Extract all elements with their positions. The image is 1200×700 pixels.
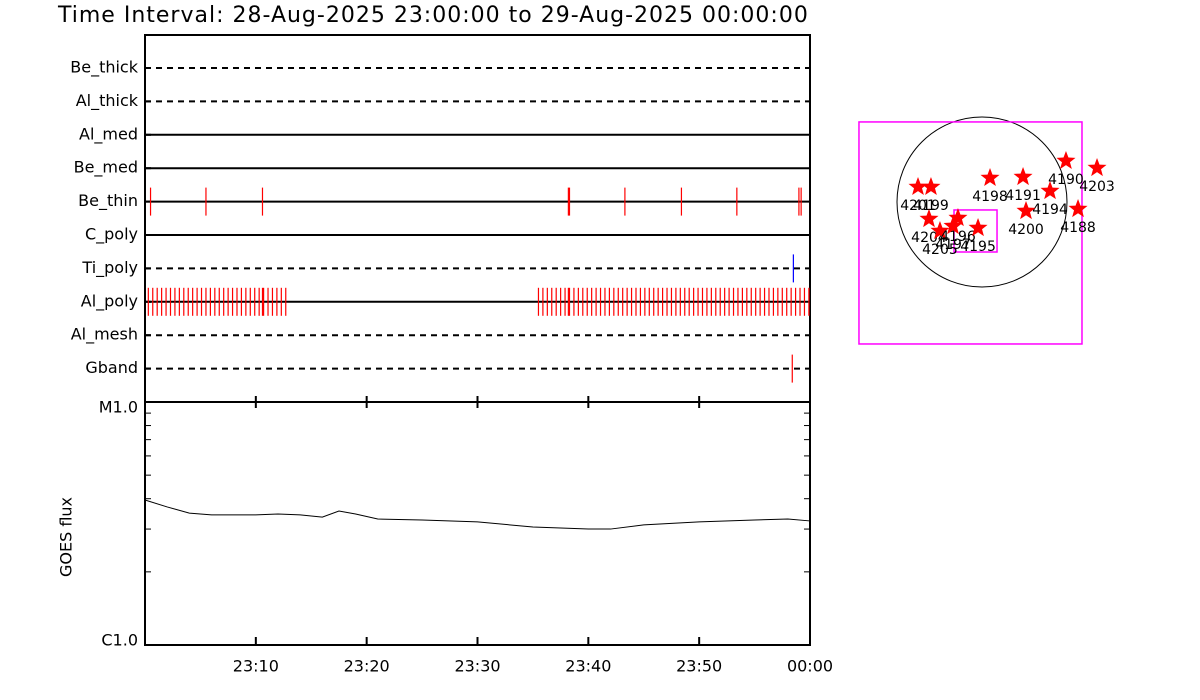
region-label: 4200: [1008, 222, 1044, 238]
active-region: [943, 216, 963, 235]
active-region: [948, 208, 968, 227]
solar-disk: [896, 116, 1068, 288]
x-tick-label: 23:30: [454, 657, 500, 676]
region-label: 4196: [940, 229, 976, 245]
region-label: 4194: [1032, 202, 1068, 218]
x-tick-label: 23:40: [565, 657, 611, 676]
region-label: 4190: [1048, 172, 1084, 188]
x-tick-label: 23:10: [233, 657, 279, 676]
row-label: Be_thick: [70, 58, 138, 78]
row-label: Al_poly: [81, 291, 138, 311]
region-label: 4205: [922, 242, 958, 258]
active-region: [1013, 166, 1033, 186]
row-label: Al_mesh: [71, 325, 138, 345]
region-label: 4199: [913, 198, 949, 214]
active-region: [1068, 199, 1088, 218]
row-label: C_poly: [85, 225, 138, 245]
row-label: Ti_poly: [81, 258, 138, 278]
chart-title: Time Interval: 28-Aug-2025 23:00:00 to 2…: [57, 3, 809, 28]
active-region: [1016, 201, 1036, 220]
row-label: Be_med: [74, 158, 138, 178]
region-label: 4191: [1005, 188, 1041, 204]
region-label: 4195: [960, 239, 996, 255]
active-region: [921, 176, 941, 196]
region-label: 4197: [935, 237, 971, 253]
row-label: Al_med: [79, 124, 138, 144]
active-region: [968, 218, 988, 237]
row-label: Al_thick: [76, 91, 139, 111]
active-region: [980, 167, 1000, 187]
active-region: [908, 176, 928, 196]
row-label: Gband: [85, 358, 138, 377]
goes-line: [144, 499, 811, 530]
region-label: 4188: [1060, 220, 1096, 236]
y-tick-label: M1.0: [99, 398, 138, 417]
fov-box: [858, 121, 1083, 345]
active-region: [1040, 181, 1060, 200]
y-tick-label: C1.0: [101, 631, 138, 650]
x-tick-label: 00:00: [787, 657, 833, 676]
region-label: 4203: [1079, 179, 1115, 195]
y-axis-label: GOES flux: [57, 497, 76, 577]
region-label: 4201: [900, 198, 936, 214]
row-label: Be_thin: [78, 191, 138, 211]
active-region: [919, 209, 939, 228]
goes-frame: [144, 401, 811, 646]
active-region: [1056, 150, 1076, 170]
x-tick-label: 23:20: [344, 657, 390, 676]
active-region: [930, 220, 950, 240]
region-label: 4198: [972, 189, 1008, 205]
active-region: [1087, 157, 1107, 177]
timeline-frame: [144, 34, 811, 403]
x-tick-label: 23:50: [676, 657, 722, 676]
fov-box: [953, 209, 998, 253]
